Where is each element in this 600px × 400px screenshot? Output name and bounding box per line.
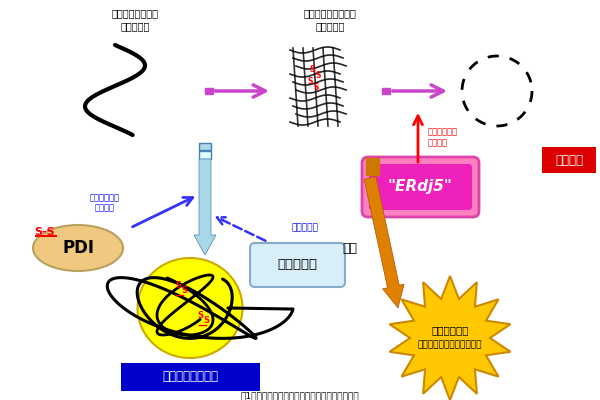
FancyBboxPatch shape (542, 147, 596, 173)
FancyBboxPatch shape (362, 157, 479, 217)
Text: 神経変性疾患: 神経変性疾患 (431, 325, 469, 335)
Text: PDI: PDI (62, 239, 94, 257)
Text: S: S (310, 65, 316, 74)
Text: S: S (316, 71, 322, 80)
Text: 立体構造形成促進: 立体構造形成促進 (162, 370, 218, 384)
Text: 結合還元: 結合還元 (428, 138, 448, 148)
Text: 分解除去: 分解除去 (555, 154, 583, 166)
Text: 蕲積: 蕲積 (343, 242, 358, 254)
Bar (199, 151, 211, 159)
Text: ジスルフィド: ジスルフィド (90, 194, 120, 202)
Text: S: S (203, 316, 209, 325)
FancyBboxPatch shape (369, 164, 472, 210)
Bar (366, 158, 379, 175)
Text: 新規に合成された
タンパク質: 新規に合成された タンパク質 (112, 8, 158, 31)
Text: S: S (197, 311, 203, 320)
Text: ジスルフィド: ジスルフィド (428, 128, 458, 136)
Ellipse shape (137, 258, 242, 358)
FancyBboxPatch shape (121, 363, 260, 391)
Text: 凝集の抑制: 凝集の抑制 (292, 224, 319, 232)
Text: （アルツハイマー病など）: （アルツハイマー病など） (418, 340, 482, 350)
FancyArrow shape (194, 159, 216, 255)
Text: S: S (314, 83, 319, 92)
FancyArrow shape (364, 177, 404, 308)
Text: S: S (308, 77, 313, 86)
Text: ミスフォールドした
タンパク質: ミスフォールドした タンパク質 (304, 8, 356, 31)
Text: 結合形成: 結合形成 (95, 204, 115, 212)
Text: シャペロン: シャペロン (277, 258, 317, 272)
Text: S-S: S-S (35, 227, 55, 237)
Bar (199, 143, 211, 150)
Text: S: S (175, 281, 181, 290)
Ellipse shape (33, 225, 123, 271)
Text: S: S (181, 286, 187, 295)
Bar (382, 88, 390, 94)
Polygon shape (389, 276, 511, 400)
Bar (205, 88, 213, 94)
FancyBboxPatch shape (250, 243, 345, 287)
Text: 図1　細胞におけるタンパク質品質管理の仕組み: 図1 細胞におけるタンパク質品質管理の仕組み (241, 392, 359, 400)
Text: "ERdj5": "ERdj5" (388, 180, 452, 194)
